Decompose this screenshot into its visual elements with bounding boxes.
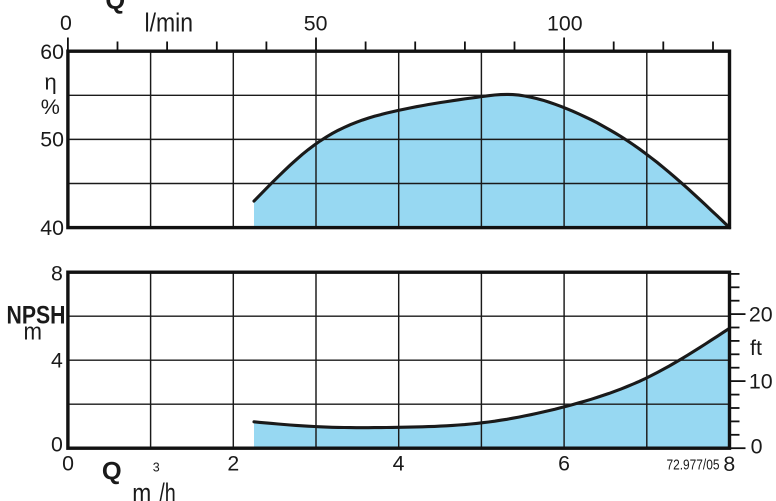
svg-text:10: 10 bbox=[749, 370, 773, 394]
svg-text:4: 4 bbox=[51, 349, 63, 373]
svg-text:NPSH: NPSH bbox=[7, 302, 66, 330]
svg-text:0: 0 bbox=[51, 433, 63, 457]
svg-text:ft: ft bbox=[750, 336, 762, 360]
svg-text:8: 8 bbox=[51, 261, 63, 285]
svg-text:0: 0 bbox=[751, 435, 763, 459]
svg-text:8: 8 bbox=[723, 452, 735, 476]
svg-text:l/min: l/min bbox=[145, 9, 194, 37]
svg-text:4: 4 bbox=[393, 452, 405, 476]
svg-text:m: m bbox=[132, 478, 151, 501]
svg-text:/h: /h bbox=[159, 478, 176, 501]
svg-text:3: 3 bbox=[153, 461, 160, 475]
svg-text:0: 0 bbox=[62, 452, 74, 476]
svg-text:72.977/05: 72.977/05 bbox=[667, 458, 720, 474]
svg-text:Q: Q bbox=[105, 0, 125, 15]
svg-text:40: 40 bbox=[40, 216, 64, 240]
svg-text:m: m bbox=[24, 319, 43, 346]
svg-text:η: η bbox=[44, 69, 56, 94]
svg-text:0: 0 bbox=[60, 11, 72, 35]
svg-text:20: 20 bbox=[749, 302, 773, 326]
svg-text:60: 60 bbox=[40, 40, 64, 64]
svg-text:50: 50 bbox=[304, 11, 328, 35]
svg-text:%: % bbox=[41, 95, 60, 119]
svg-text:100: 100 bbox=[547, 11, 583, 35]
svg-text:50: 50 bbox=[40, 127, 64, 151]
svg-text:6: 6 bbox=[558, 452, 570, 476]
svg-text:2: 2 bbox=[227, 452, 239, 476]
svg-text:Q: Q bbox=[102, 458, 122, 486]
